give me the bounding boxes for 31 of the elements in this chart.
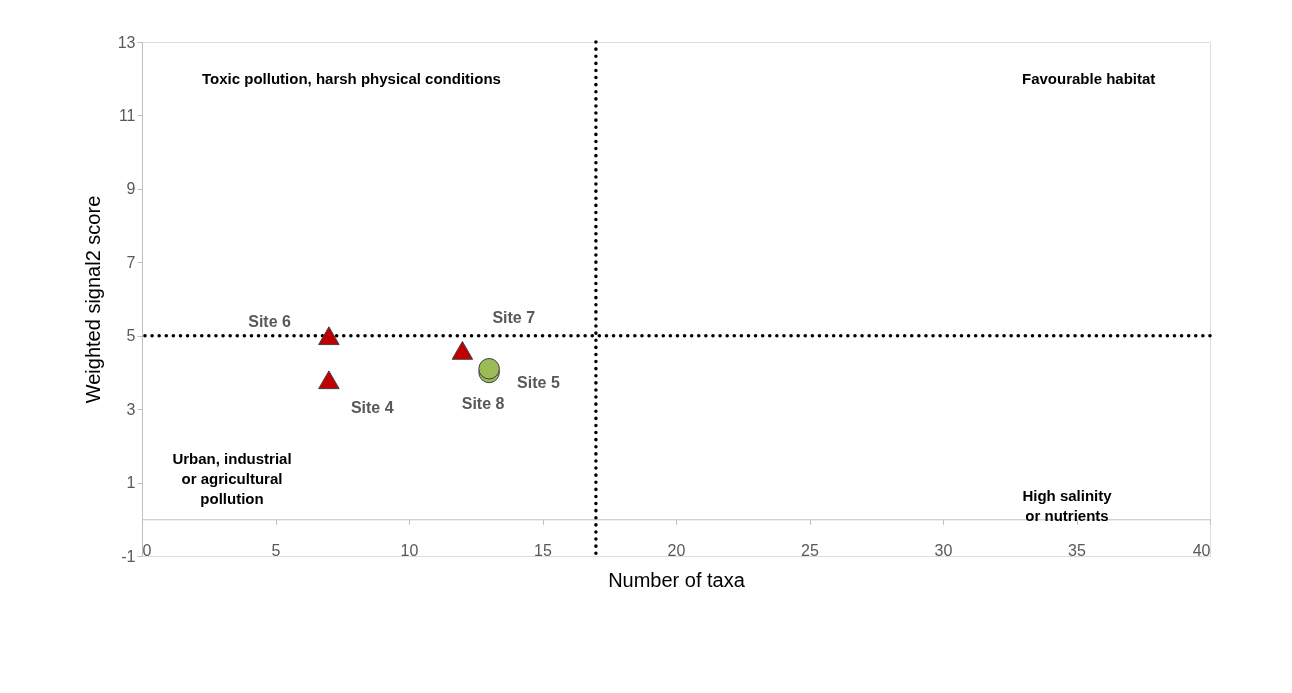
y-tick-label: 11 [118,106,136,124]
x-axis-title: Number of taxa [608,568,746,591]
y-axis-title: Weighted signal2 score [81,195,104,404]
y-tick-label: 13 [117,33,136,51]
point [451,341,474,360]
point [318,370,340,390]
y-tick-label: -1 [121,547,136,565]
annotation: Toxic pollution, harsh physical conditions [202,70,501,87]
x-tick-label: 25 [801,541,819,559]
point [318,326,340,346]
annotation: Favourable habitat [1022,70,1156,87]
x-tick-label: 0 [142,541,152,559]
series-label: Site 8 [461,395,505,413]
x-tick-label: 35 [1068,541,1086,559]
y-tick-label: 3 [126,400,136,418]
series-label: Site 5 [517,373,560,391]
x-tick-label: 40 [1192,541,1211,559]
x-tick-label: 15 [534,541,552,559]
x-tick-label: 5 [271,541,281,559]
annotation: Urban, industrial or agricultural pollution [172,450,292,507]
x-tick-label: 20 [667,541,686,559]
y-tick-label: 7 [126,253,136,271]
y-tick-label: 1 [126,474,136,492]
x-tick-label: 30 [934,541,953,559]
text: Site 7 [492,309,536,327]
y-tick-label: 9 [126,180,136,198]
series-label: Site 4 [350,398,394,416]
y-tick-label: 5 [126,327,136,345]
annotation: High salinity or nutrients [1022,487,1113,524]
series-label: Site 6 [248,312,291,330]
x-tick-label: 10 [400,541,419,559]
